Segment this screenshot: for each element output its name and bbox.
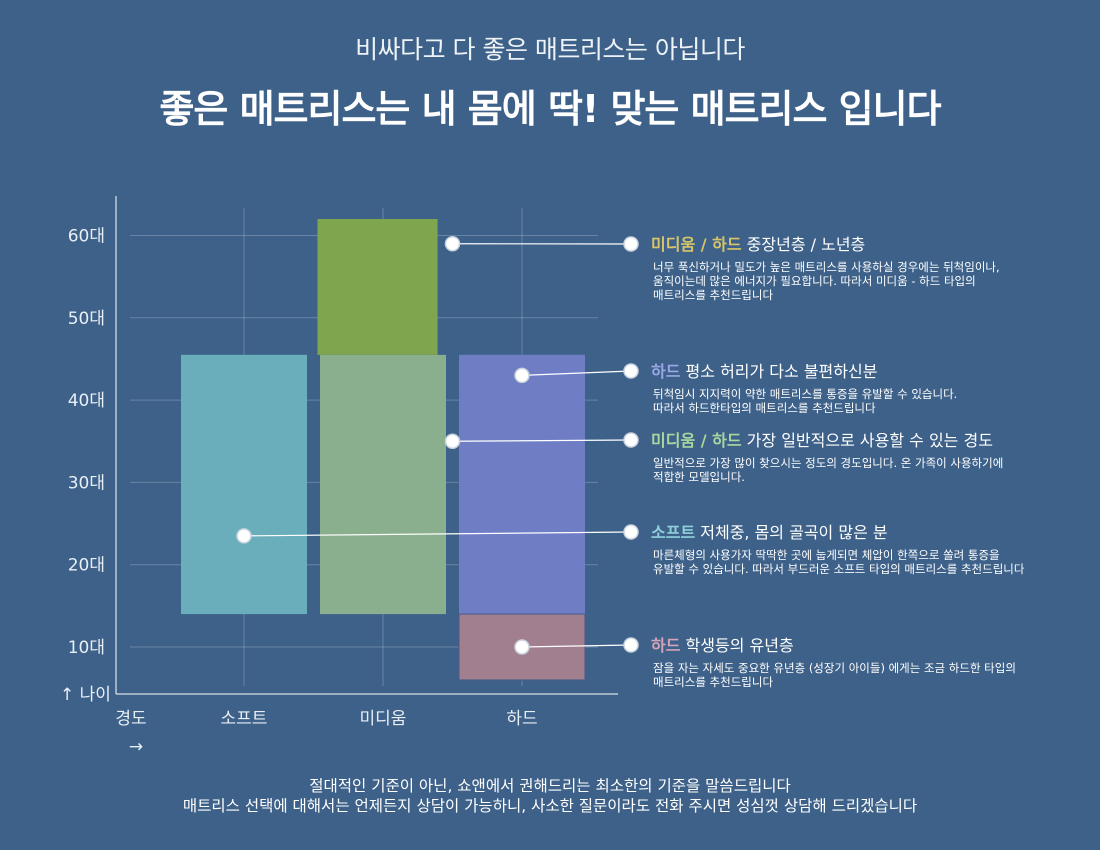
annotation-description: 따라서 하드한타입의 매트리스를 추천드립니다: [653, 401, 876, 415]
y-axis-label: ↑ 나이: [60, 685, 111, 705]
annotation-heading-label: 미디움 / 하드: [651, 431, 742, 450]
annotation-description: 너무 푹신하거나 밀도가 높은 매트리스를 사용하실 경우에는 뒤척임이나,: [653, 260, 1000, 274]
annotation-end-dot: [623, 524, 639, 540]
annotation-description: 적합한 모델입니다.: [653, 470, 745, 484]
annotation-point: [444, 235, 461, 252]
x-axis-label: 경도: [115, 709, 146, 729]
annotation-leader-line: [452, 439, 632, 442]
y-tick-label: 60대: [68, 227, 105, 247]
annotation-heading-text: 가장 일반적으로 사용할 수 있는 경도: [742, 431, 993, 450]
annotation-leader-line: [521, 644, 632, 648]
annotation-description: 뒤척임시 지지력이 약한 매트리스를 통증을 유발할 수 있습니다.: [653, 387, 957, 401]
annotation-description: 유발할 수 있습니다. 따라서 부드러운 소프트 타입의 매트리스를 추천드립니…: [653, 562, 1025, 576]
annotation-heading-label: 소프트: [651, 523, 695, 542]
annotation-heading-label: 하드: [651, 362, 681, 381]
x-tick-label: 소프트: [221, 709, 268, 729]
y-tick-label: 30대: [68, 473, 105, 493]
annotation-end-dot: [623, 637, 639, 653]
footer-line-2: 매트리스 선택에 대해서는 언제든지 상담이 가능하니, 사소한 질문이라도 전…: [182, 797, 918, 815]
annotation-heading-text: 중장년층 / 노년층: [742, 235, 866, 254]
y-tick-label: 40대: [68, 391, 105, 411]
annotation-description: 잠을 자는 자세도 중요한 유년층 (성장기 아이들) 에게는 조금 하드한 타…: [653, 661, 1016, 675]
annotation-heading-text: 저체중, 몸의 골곡이 많은 분: [695, 523, 887, 542]
annotation-leader-line: [521, 370, 632, 377]
range-bar-medium-top: [317, 219, 438, 355]
annotation-description: 마른체형의 사용가자 딱딱한 곳에 눕게되면 체압이 한쪽으로 쏠려 통증을: [653, 548, 1000, 562]
annotation-end-dot: [623, 236, 639, 252]
page-subtitle: 비싸다고 다 좋은 매트리스는 아닙니다: [355, 35, 745, 64]
annotation-end-dot: [623, 363, 639, 379]
annotation-description: 매트리스를 추천드립니다: [653, 675, 773, 689]
y-tick-label: 20대: [68, 556, 105, 576]
annotation-heading: 소프트 저체중, 몸의 골곡이 많은 분: [651, 523, 888, 542]
x-tick-label: 미디움: [360, 709, 407, 729]
x-tick-label: 하드: [506, 709, 537, 729]
page-title: 좋은 매트리스는 내 몸에 딱! 맞는 매트리스 입니다: [159, 87, 941, 131]
range-bar-medium: [320, 354, 446, 615]
range-bar-hard: [459, 354, 585, 615]
footer: 절대적인 기준이 아닌, 쇼앤에서 권해드리는 최소한의 기준을 말씀드립니다 …: [0, 776, 1100, 816]
annotation-heading-label: 하드: [651, 636, 681, 655]
annotation-leader-line: [243, 531, 632, 537]
footer-line-1: 절대적인 기준이 아닌, 쇼앤에서 권해드리는 최소한의 기준을 말씀드립니다: [309, 777, 791, 795]
annotation-description: 일반적으로 가장 많이 찾으시는 정도의 경도입니다. 온 가족이 사용하기에: [653, 456, 1003, 470]
annotation-end-dot: [623, 432, 639, 448]
y-tick-label: 50대: [68, 309, 105, 329]
annotation-point: [514, 367, 530, 384]
annotation-heading-text: 평소 허리가 다소 불편하신분: [680, 362, 877, 381]
annotation-heading-text: 학생등의 유년층: [680, 636, 793, 655]
annotation-description: 매트리스를 추천드립니다: [653, 288, 773, 302]
x-axis-label-arrow: →: [129, 737, 143, 757]
annotation-heading: 하드 평소 허리가 다소 불편하신분: [651, 362, 877, 381]
annotation-point: [236, 528, 252, 544]
range-bar-soft: [181, 354, 307, 615]
annotation-point: [514, 639, 530, 655]
annotation-heading: 미디움 / 하드 중장년층 / 노년층: [651, 235, 865, 254]
annotation-heading: 하드 학생등의 유년층: [651, 636, 794, 655]
annotation-description: 움직이는데 많은 에너지가 필요합니다. 따라서 미디움 - 하드 타입의: [653, 274, 976, 288]
annotation-heading-label: 미디움 / 하드: [651, 235, 742, 254]
annotation-heading: 미디움 / 하드 가장 일반적으로 사용할 수 있는 경도: [651, 431, 993, 450]
annotation-point: [444, 433, 461, 449]
y-tick-label: 10대: [68, 638, 105, 658]
